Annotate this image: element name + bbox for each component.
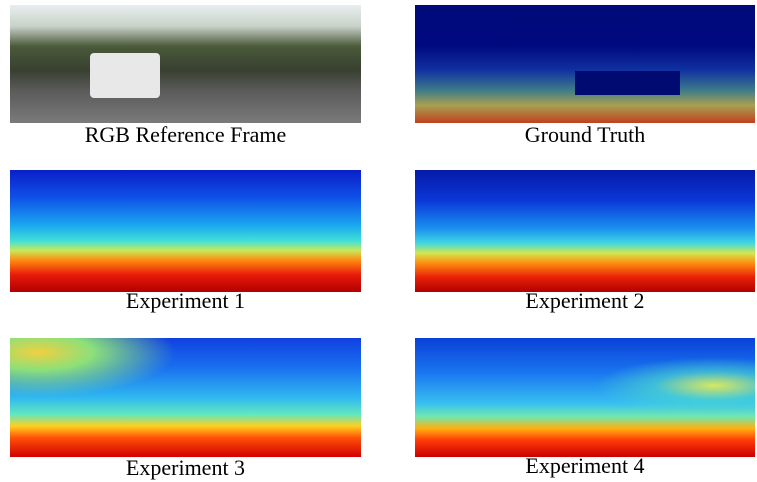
caption: Experiment 2: [415, 289, 755, 313]
wall: [575, 71, 680, 95]
rgb-image: [10, 5, 361, 123]
figure: RGB Reference Frame Ground Truth Experim…: [0, 0, 757, 482]
depth-image: [415, 170, 755, 292]
depth-image: [10, 170, 361, 292]
caption: Experiment 1: [10, 289, 361, 313]
depth-image: [10, 338, 361, 457]
caption: Experiment 3: [10, 456, 361, 480]
depth-image: [415, 338, 755, 457]
van: [90, 53, 160, 98]
ground-truth-image: [415, 5, 755, 123]
caption: Experiment 4: [415, 454, 755, 478]
caption: Ground Truth: [415, 123, 755, 147]
caption: RGB Reference Frame: [10, 123, 361, 147]
